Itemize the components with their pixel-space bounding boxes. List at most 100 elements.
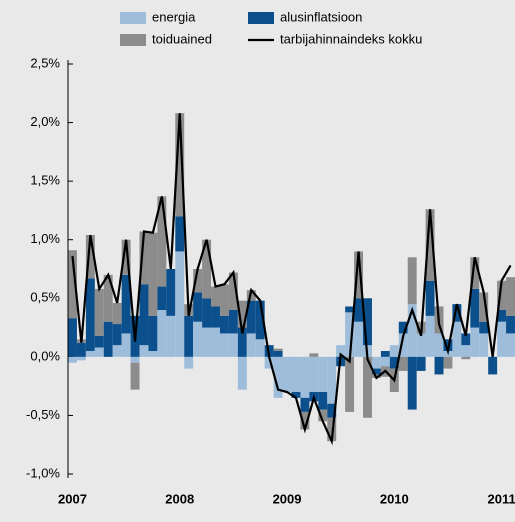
bar-segment xyxy=(193,321,203,357)
bar-segment xyxy=(148,351,158,357)
y-tick-label: 2,0% xyxy=(30,114,60,129)
bar-segment xyxy=(345,306,355,313)
bar-segment xyxy=(318,409,328,422)
y-tick-label: 0,5% xyxy=(30,290,60,305)
bar-segment xyxy=(94,335,104,348)
bar-segment xyxy=(488,356,498,375)
legend-label: tarbijahinnaindeks kokku xyxy=(280,31,422,46)
bar-segment xyxy=(300,356,310,398)
bar-segment xyxy=(76,356,86,361)
bar-segment xyxy=(255,339,265,357)
y-tick-label: 1,5% xyxy=(30,173,60,188)
bar-segment xyxy=(166,269,176,316)
legend-label: energia xyxy=(152,9,196,24)
bar-segment xyxy=(228,310,238,334)
bar-segment xyxy=(461,345,471,357)
bar-segment xyxy=(237,356,247,390)
bar-segment xyxy=(363,298,372,346)
legend-label: toiduained xyxy=(152,31,212,46)
bar-segment xyxy=(139,284,149,346)
bar-segment xyxy=(398,321,408,334)
bar-segment xyxy=(336,345,346,357)
bar-segment xyxy=(85,278,95,351)
bar-segment xyxy=(300,397,310,412)
bar-segment xyxy=(309,356,319,392)
bar-segment xyxy=(202,239,212,299)
legend-swatch xyxy=(248,12,274,24)
bar-segment xyxy=(470,288,480,328)
bar-segment xyxy=(407,356,417,410)
bar-segment xyxy=(497,310,507,322)
y-tick-label: -1,0% xyxy=(26,465,60,480)
bar-segment xyxy=(219,315,229,334)
bar-segment xyxy=(103,274,113,322)
bar-segment xyxy=(139,345,149,357)
bar-segment xyxy=(202,327,212,357)
bar-segment xyxy=(273,356,283,398)
bar-segment xyxy=(121,239,131,275)
bar-segment xyxy=(184,356,194,369)
bar-segment xyxy=(461,333,471,346)
bar-segment xyxy=(363,356,372,418)
bar-segment xyxy=(76,342,86,357)
bar-segment xyxy=(237,300,247,328)
bar-segment xyxy=(318,392,328,410)
bar-segment xyxy=(506,333,515,357)
bar-segment xyxy=(103,321,113,357)
bar-segment xyxy=(255,300,265,340)
bar-segment xyxy=(228,272,238,310)
bar-segment xyxy=(121,333,131,357)
bar-segment xyxy=(389,356,399,369)
bar-segment xyxy=(354,321,364,357)
legend-swatch xyxy=(120,34,146,46)
bar-segment xyxy=(327,417,337,442)
bar-segment xyxy=(68,356,77,363)
bar-segment xyxy=(345,356,355,412)
bar-segment xyxy=(398,333,408,357)
bar-segment xyxy=(354,298,364,322)
y-tick-label: 2,5% xyxy=(30,55,60,70)
bar-segment xyxy=(479,321,489,334)
bar-segment xyxy=(157,286,167,310)
bar-segment xyxy=(219,284,229,316)
bar-segment xyxy=(470,327,480,357)
bar-segment xyxy=(434,356,444,375)
bar-segment xyxy=(354,251,364,299)
bar-segment xyxy=(479,333,489,357)
bar-segment xyxy=(443,356,453,369)
bar-segment xyxy=(461,356,471,360)
bar-segment xyxy=(497,321,507,357)
bar-segment xyxy=(380,356,390,367)
bar-segment xyxy=(112,324,122,346)
bar-segment xyxy=(166,315,176,357)
bar-segment xyxy=(452,321,462,357)
bar-segment xyxy=(497,280,507,310)
bar-segment xyxy=(193,269,203,293)
x-tick-label: 2008 xyxy=(165,491,194,506)
bar-segment xyxy=(416,356,426,371)
bar-segment xyxy=(112,302,122,325)
bar-segment xyxy=(246,300,256,334)
legend-label: alusinflatsioon xyxy=(280,9,362,24)
bar-segment xyxy=(327,356,337,404)
legend-swatch xyxy=(120,12,146,24)
bar-segment xyxy=(237,327,247,357)
bar-segment xyxy=(398,356,408,371)
bar-segment xyxy=(130,356,140,363)
x-tick-label: 2011 xyxy=(487,491,515,506)
bar-segment xyxy=(130,362,140,390)
bar-segment xyxy=(389,345,399,357)
bar-segment xyxy=(211,306,220,328)
bar-segment xyxy=(425,280,435,316)
bar-segment xyxy=(506,277,515,316)
bar-segment xyxy=(246,333,256,357)
bar-segment xyxy=(300,411,310,430)
bar-segment xyxy=(309,353,319,357)
bar-segment xyxy=(139,231,149,285)
bar-segment xyxy=(479,292,489,322)
bar-segment xyxy=(148,315,158,351)
y-tick-label: 0,0% xyxy=(30,348,60,363)
bar-segment xyxy=(407,304,417,357)
